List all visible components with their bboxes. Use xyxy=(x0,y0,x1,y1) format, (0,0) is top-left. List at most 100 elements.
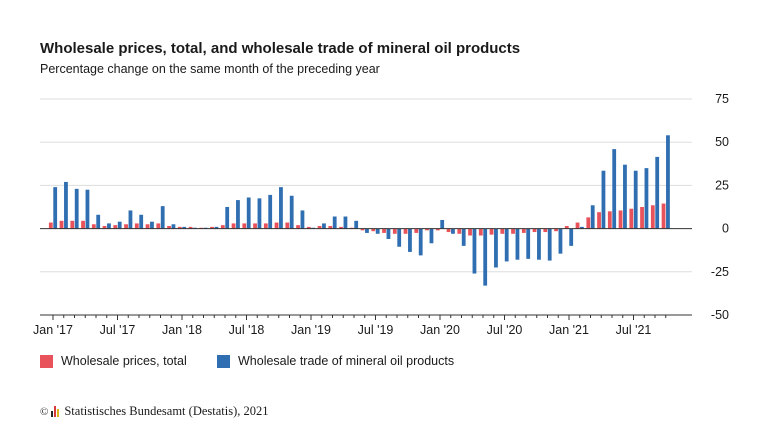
bar-wholesale-prices xyxy=(414,228,419,233)
bar-wholesale-prices xyxy=(81,220,85,229)
bar-wholesale-prices xyxy=(360,228,365,231)
chart-title: Wholesale prices, total, and wholesale t… xyxy=(40,40,521,57)
bar-wholesale-prices xyxy=(489,228,494,235)
bar-wholesale-prices xyxy=(371,228,376,232)
bar-mineral-oil xyxy=(289,195,294,229)
bar-mineral-oil xyxy=(494,228,498,268)
bar-mineral-oil xyxy=(85,189,90,229)
bar-mineral-oil xyxy=(225,207,230,229)
bar-mineral-oil xyxy=(160,206,165,229)
legend-swatch-mineral-oil xyxy=(217,354,230,368)
bar-mineral-oil xyxy=(666,135,670,229)
bar-wholesale-prices xyxy=(167,226,171,229)
bar-wholesale-prices xyxy=(134,223,139,229)
bar-mineral-oil xyxy=(504,228,509,262)
bar-mineral-oil xyxy=(257,198,262,229)
bar-mineral-oil xyxy=(128,210,133,229)
source-footer: © Statistisches Bundesamt (Destatis), 20… xyxy=(40,404,269,419)
x-tick-label: Jan '20 xyxy=(420,323,460,337)
copyright-symbol: © xyxy=(40,405,49,418)
bar-wholesale-prices xyxy=(253,223,257,229)
x-tick-label: Jan '21 xyxy=(549,323,589,337)
legend-label-mineral-oil: Wholesale trade of mineral oil products xyxy=(238,354,455,368)
bar-chart: 75 50 25 0 -25 -50 Jan '17 Jul '17 Jan '18 Jul '1… xyxy=(33,92,729,337)
x-tick-label: Jan '19 xyxy=(291,323,331,337)
bar-mineral-oil xyxy=(268,194,273,229)
y-tick-label: -50 xyxy=(711,308,729,322)
bar-wholesale-prices xyxy=(274,222,279,229)
bar-wholesale-prices xyxy=(586,217,591,229)
y-tick-label: 25 xyxy=(715,178,729,192)
bar-wholesale-prices xyxy=(618,210,623,229)
bar-mineral-oil xyxy=(150,221,154,229)
bar-wholesale-prices xyxy=(220,225,225,229)
bar-mineral-oil xyxy=(418,228,423,256)
bar-mineral-oil xyxy=(214,226,219,229)
chart-subtitle: Percentage change on the same month of t… xyxy=(40,62,380,76)
bar-wholesale-prices xyxy=(661,203,666,229)
bar-wholesale-prices xyxy=(564,226,569,229)
bar-wholesale-prices xyxy=(650,205,655,229)
y-tick-label: 0 xyxy=(722,222,729,236)
bar-wholesale-prices xyxy=(532,228,537,233)
bar-wholesale-prices xyxy=(500,228,505,234)
bar-wholesale-prices xyxy=(597,212,601,229)
bar-wholesale-prices xyxy=(403,228,408,234)
bar-wholesale-prices xyxy=(285,222,290,229)
legend-item-wholesale-prices[interactable]: Wholesale prices, total xyxy=(40,354,187,368)
bar-mineral-oil xyxy=(655,156,660,229)
x-tick-label: Jul '17 xyxy=(100,323,136,337)
bar-wholesale-prices xyxy=(145,224,150,229)
bar-wholesale-prices xyxy=(425,228,429,231)
y-tick-label: 50 xyxy=(715,135,729,149)
bar-wholesale-prices xyxy=(511,228,515,234)
bar-wholesale-prices xyxy=(457,228,462,234)
bar-wholesale-prices xyxy=(70,220,75,229)
y-tick-label: 75 xyxy=(715,92,729,106)
bar-mineral-oil xyxy=(300,210,305,229)
bar-wholesale-prices xyxy=(188,226,193,229)
bar-wholesale-prices xyxy=(242,223,247,229)
bar-wholesale-prices xyxy=(328,226,333,229)
bar-mineral-oil xyxy=(547,228,552,261)
x-tick-label: Jan '17 xyxy=(33,323,73,337)
bar-mineral-oil xyxy=(580,226,584,229)
bar-mineral-oil xyxy=(375,228,380,234)
x-tick-label: Jul '19 xyxy=(358,323,394,337)
bar-mineral-oil xyxy=(429,228,434,244)
bar-wholesale-prices xyxy=(263,223,268,229)
destatis-logo-icon xyxy=(51,406,60,417)
legend-item-mineral-oil[interactable]: Wholesale trade of mineral oil products xyxy=(217,354,454,368)
bar-mineral-oil xyxy=(408,228,412,252)
bar-mineral-oil xyxy=(461,228,466,246)
bar-mineral-oil xyxy=(279,187,283,229)
bar-mineral-oil xyxy=(569,228,574,246)
y-tick-label: -25 xyxy=(711,265,729,279)
bar-wholesale-prices xyxy=(210,226,214,229)
bar-wholesale-prices xyxy=(177,226,182,229)
bar-wholesale-prices xyxy=(392,228,397,234)
bar-mineral-oil xyxy=(64,181,68,229)
bar-wholesale-prices xyxy=(640,207,644,229)
bar-mineral-oil xyxy=(601,170,606,229)
bar-wholesale-prices xyxy=(317,226,322,229)
bar-wholesale-prices xyxy=(231,223,236,229)
bar-mineral-oil xyxy=(332,216,337,229)
x-tick-label: Jan '18 xyxy=(162,323,202,337)
bar-mineral-oil xyxy=(117,221,122,229)
bar-wholesale-prices xyxy=(91,224,96,229)
bar-wholesale-prices xyxy=(102,226,107,229)
bar-wholesale-prices xyxy=(156,223,161,229)
bar-mineral-oil xyxy=(139,214,144,229)
source-text: Statistisches Bundesamt (Destatis), 2021 xyxy=(64,404,269,418)
bar-mineral-oil xyxy=(236,200,240,229)
bar-mineral-oil xyxy=(53,187,58,229)
bar-wholesale-prices xyxy=(48,222,53,229)
legend-swatch-wholesale-prices xyxy=(40,354,53,368)
bar-mineral-oil xyxy=(623,164,627,229)
bar-wholesale-prices xyxy=(296,225,300,229)
x-tick-label: Jul '21 xyxy=(616,323,652,337)
x-tick-label: Jul '18 xyxy=(229,323,265,337)
bar-wholesale-prices xyxy=(435,228,440,231)
bar-mineral-oil xyxy=(365,228,369,233)
